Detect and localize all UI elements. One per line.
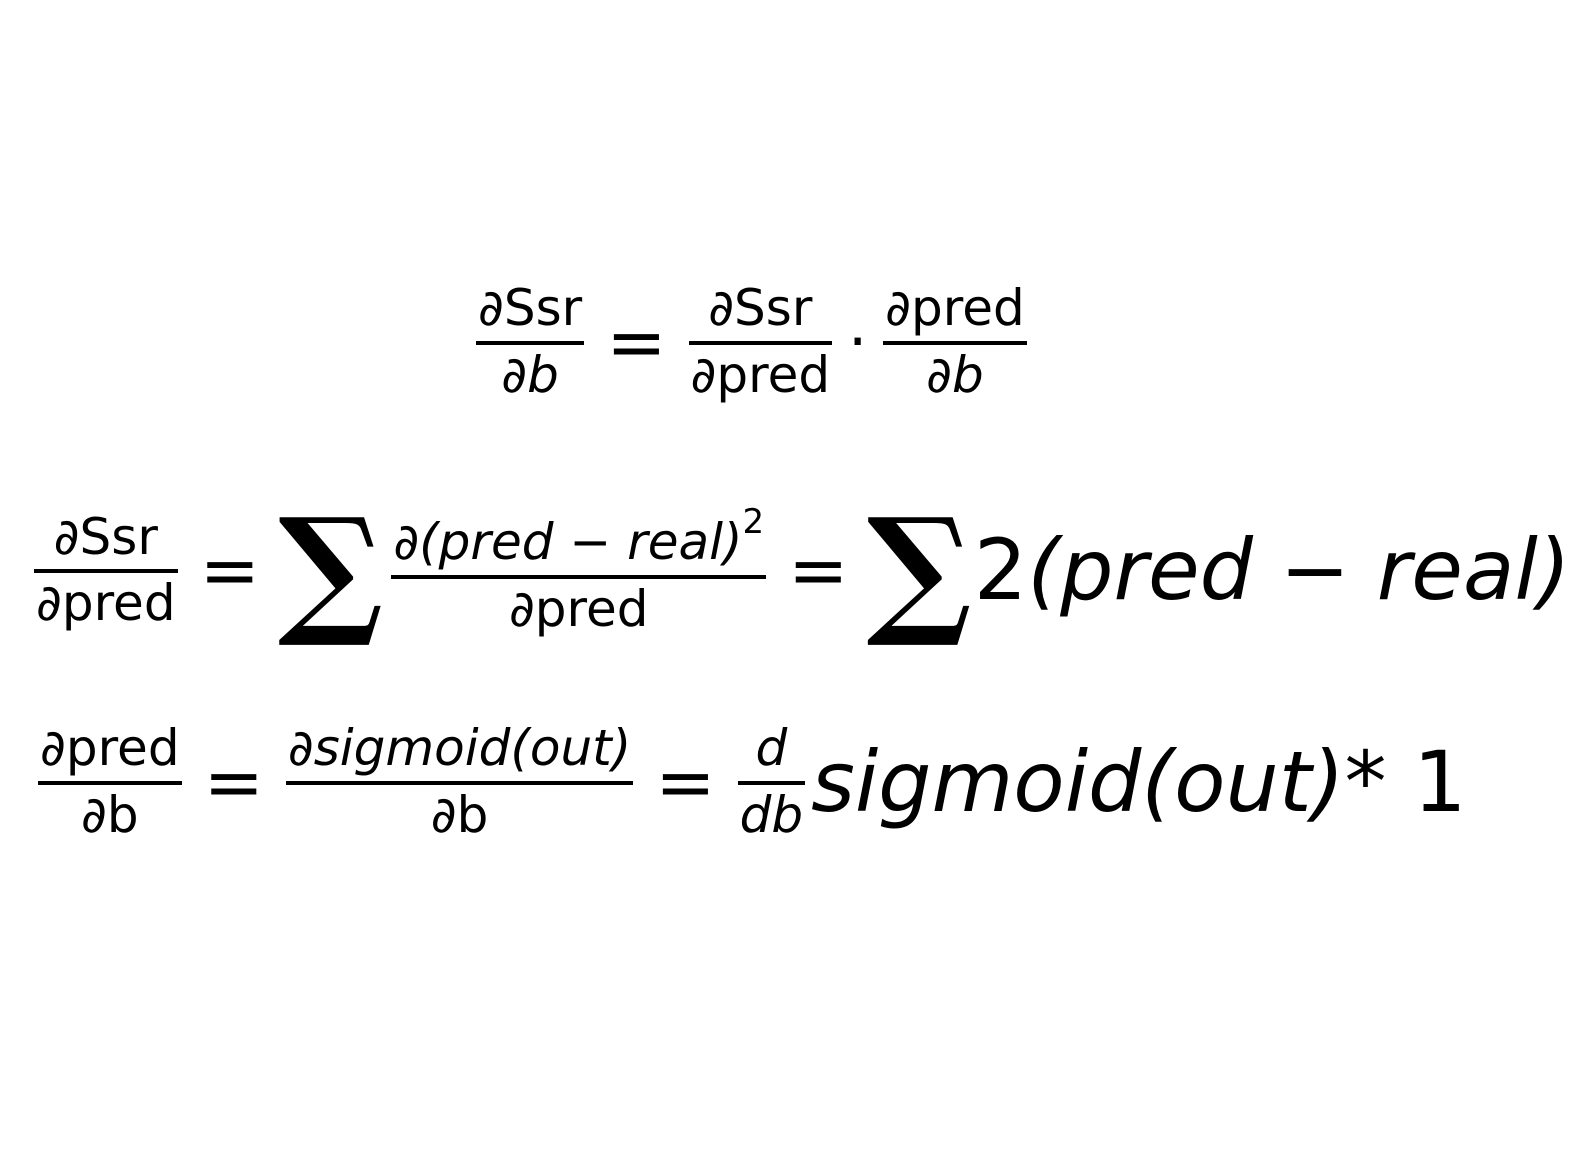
equation-sigmoid-derivative: ∂pred ∂b = ∂sigmoid(out) ∂b = d db sigmo… [32,722,1467,841]
error-expression: (pred − real) [1027,521,1571,619]
numerator: ∂sigmoid(out) [287,719,632,777]
summation-symbol: ∑ [277,488,384,652]
equation-chain-rule: ∂Ssr ∂b = ∂Ssr ∂pred · ∂pred ∂b [470,282,1033,401]
fraction-bar [476,340,585,345]
fraction-bar [883,340,1027,345]
denominator: ∂pred [508,579,649,638]
equals-sign: = [199,528,260,612]
fraction-bar [285,780,634,785]
numerator: ∂Ssr [708,279,813,337]
fraction-dssr-dpred: ∂Ssr ∂pred [34,507,178,632]
equals-sign: = [788,528,849,612]
fraction-bar [38,780,182,785]
equation-ssr-derivative: ∂Ssr ∂pred = ∑ ∂(pred − real)2 ∂pred = ∑… [28,500,1571,640]
numerator: ∂pred [40,719,180,777]
exponent: 2 [742,502,765,542]
times-one: * 1 [1344,732,1467,831]
summation-symbol: ∑ [866,488,972,652]
fraction-bar [737,780,806,785]
equals-sign: = [203,739,264,824]
denominator: ∂b [80,785,139,844]
fraction-dsigmoid-db: ∂sigmoid(out) ∂b [285,719,634,844]
numerator: ∂Ssr [53,507,158,566]
denominator: ∂b [926,345,984,404]
fraction-dpred-db: ∂pred ∂b [38,722,182,841]
numerator: ∂(pred − real)2 [391,502,766,571]
fraction-bar [391,574,767,579]
coefficient: 2 [973,521,1028,619]
sigmoid-expression: sigmoid(out) [811,732,1345,831]
fraction-d-squared-error: ∂(pred − real)2 ∂pred [391,502,767,638]
multiplication-dot: · [848,306,868,377]
fraction-dpred-db: ∂pred ∂b [883,282,1027,401]
numerator-expression: ∂(pred − real) [393,513,743,571]
denominator: ∂pred [690,345,831,404]
denominator: ∂b [501,345,559,404]
numerator: ∂pred [885,279,1025,337]
fraction-d-db: d db [737,719,806,844]
denominator: ∂b [430,785,489,844]
equals-sign: = [606,299,667,384]
fraction-bar [688,340,833,345]
denominator: ∂pred [36,574,176,632]
equals-sign: = [655,739,716,824]
fraction-bar [34,569,178,573]
numerator: d [755,719,788,777]
fraction-dssr-db: ∂Ssr ∂b [476,279,585,404]
fraction-dssr-dpred: ∂Ssr ∂pred [688,279,833,404]
denominator: db [739,785,804,844]
numerator: ∂Ssr [478,279,583,337]
